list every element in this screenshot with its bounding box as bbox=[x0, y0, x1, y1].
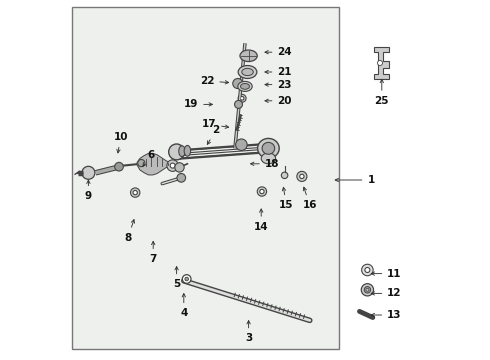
Ellipse shape bbox=[262, 143, 275, 154]
Text: 1: 1 bbox=[335, 175, 375, 185]
Ellipse shape bbox=[184, 145, 191, 156]
Text: 4: 4 bbox=[180, 294, 188, 318]
Ellipse shape bbox=[238, 81, 252, 91]
Circle shape bbox=[133, 190, 137, 195]
Text: 25: 25 bbox=[374, 80, 389, 106]
Text: 20: 20 bbox=[265, 96, 292, 106]
Circle shape bbox=[138, 159, 145, 167]
Text: 22: 22 bbox=[200, 76, 229, 86]
Circle shape bbox=[281, 172, 288, 179]
Text: 7: 7 bbox=[149, 242, 157, 264]
Ellipse shape bbox=[258, 139, 279, 158]
Circle shape bbox=[185, 277, 189, 281]
Circle shape bbox=[235, 100, 243, 108]
Polygon shape bbox=[137, 153, 171, 175]
Circle shape bbox=[82, 166, 95, 179]
Text: 16: 16 bbox=[302, 187, 317, 210]
Text: 19: 19 bbox=[184, 99, 212, 109]
Text: 9: 9 bbox=[85, 180, 92, 201]
Circle shape bbox=[236, 139, 247, 150]
Circle shape bbox=[361, 284, 373, 296]
Polygon shape bbox=[373, 47, 389, 79]
Circle shape bbox=[233, 78, 243, 89]
Text: 6: 6 bbox=[143, 150, 155, 166]
Text: 14: 14 bbox=[254, 209, 269, 232]
Text: 8: 8 bbox=[124, 220, 135, 243]
Circle shape bbox=[130, 188, 140, 197]
Ellipse shape bbox=[240, 50, 257, 62]
Ellipse shape bbox=[242, 68, 253, 76]
Circle shape bbox=[115, 162, 123, 171]
Circle shape bbox=[260, 189, 264, 194]
Circle shape bbox=[300, 174, 304, 179]
Circle shape bbox=[167, 160, 178, 171]
Text: 11: 11 bbox=[371, 269, 402, 279]
Text: 12: 12 bbox=[371, 288, 402, 298]
Text: 10: 10 bbox=[114, 132, 128, 153]
Ellipse shape bbox=[261, 153, 275, 164]
Text: 17: 17 bbox=[201, 119, 229, 129]
Text: 18: 18 bbox=[250, 159, 279, 169]
Text: 23: 23 bbox=[265, 80, 292, 90]
Bar bbox=[72, 7, 339, 349]
Circle shape bbox=[257, 187, 267, 196]
Circle shape bbox=[377, 60, 383, 66]
Text: 15: 15 bbox=[279, 187, 294, 210]
Circle shape bbox=[177, 174, 186, 182]
Text: 24: 24 bbox=[265, 47, 292, 57]
Ellipse shape bbox=[179, 146, 185, 157]
Circle shape bbox=[240, 96, 244, 100]
Circle shape bbox=[182, 275, 191, 283]
Circle shape bbox=[364, 287, 370, 293]
Circle shape bbox=[170, 163, 175, 168]
Circle shape bbox=[362, 264, 373, 276]
Circle shape bbox=[366, 288, 369, 291]
Circle shape bbox=[238, 94, 246, 102]
Text: 2: 2 bbox=[207, 125, 220, 144]
Text: 13: 13 bbox=[371, 310, 402, 320]
Text: 5: 5 bbox=[173, 267, 180, 289]
Text: 21: 21 bbox=[265, 67, 292, 77]
Text: 3: 3 bbox=[245, 321, 252, 343]
Circle shape bbox=[365, 267, 370, 273]
Ellipse shape bbox=[238, 66, 257, 78]
Circle shape bbox=[169, 144, 185, 160]
Ellipse shape bbox=[241, 84, 249, 89]
Circle shape bbox=[175, 163, 184, 172]
Circle shape bbox=[297, 171, 307, 181]
